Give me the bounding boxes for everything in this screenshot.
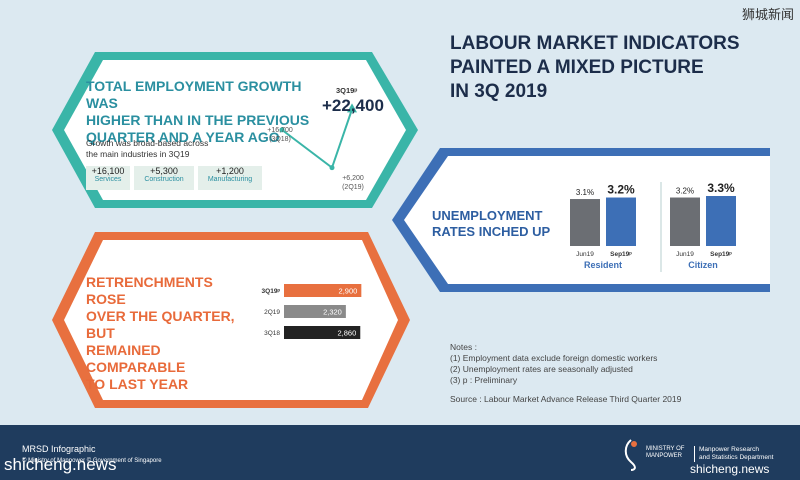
note-item: (1) Employment data exclude foreign dome… — [450, 353, 658, 363]
retrenchment-category-label: 2Q19 — [264, 309, 280, 316]
desc-line: Growth was broad-based across — [86, 138, 209, 148]
unemployment-bar — [606, 197, 636, 246]
heading-line: REMAINED COMPARABLE — [86, 342, 186, 375]
notes: Notes : (1) Employment data exclude fore… — [450, 342, 770, 405]
unemployment-data-label: 3.2% — [676, 187, 694, 196]
heading-line: RETRENCHMENTS ROSE — [86, 274, 213, 307]
watermark-right: shicheng.news — [690, 462, 770, 476]
unemployment-data-label: 3.1% — [576, 188, 594, 197]
industry-construction: +5,300 Construction — [134, 166, 194, 190]
heading-line: UNEMPLOYMENT — [432, 208, 543, 223]
retrenchment-bar — [284, 284, 362, 297]
heading-line: QUARTER AND A YEAR AGO — [86, 129, 280, 145]
heading-line: OVER THE QUARTER, BUT — [86, 308, 235, 341]
heading-line: RATES INCHED UP — [432, 224, 551, 239]
unemployment-chart-title: Resident — [584, 260, 622, 270]
unemployment-bar-charts: 3.1% Jun19 3.2% Sep19ᵖ Resident 3.2% Jun19 3.3%… — [570, 181, 736, 272]
ministry-name: MINISTRY OF MANPOWER — [646, 446, 685, 459]
mom-logo-icon — [624, 439, 637, 471]
unemployment-category-label: Jun19 — [676, 251, 694, 258]
industry-manufacturing: +1,200 Manufacturing — [198, 166, 262, 190]
dept-line: and Statistics Department — [699, 454, 774, 461]
point-label-2q19: +6,200 (2Q19) — [336, 174, 370, 192]
industry-value: +5,300 — [150, 166, 178, 176]
industry-value: +16,100 — [91, 166, 125, 176]
industry-label: Construction — [144, 176, 184, 183]
industry-label: Manufacturing — [207, 176, 253, 183]
unemployment-bar — [570, 199, 600, 246]
title-line: PAINTED A MIXED PICTURE — [450, 57, 704, 78]
employment-point — [279, 127, 285, 133]
unemployment-category-label: Sep19ᵖ — [710, 251, 732, 258]
employment-hexagon — [64, 60, 406, 200]
unemployment-category-label: Sep19ᵖ — [610, 251, 632, 258]
retrenchment-data-label: 2,320 — [323, 308, 342, 317]
unemployment-bar — [670, 197, 700, 246]
retrenchment-heading: RETRENCHMENTS ROSE OVER THE QUARTER, BUT… — [86, 274, 256, 393]
industry-value: +1,200 — [216, 166, 244, 176]
footer-title: MRSD Infographic — [22, 444, 96, 454]
retrenchment-bar-chart: 3Q19ᵖ 2,900 2Q19 2,320 3Q18 2,860 — [262, 284, 362, 339]
title-line: IN 3Q 2019 — [450, 81, 548, 102]
employment-arrow-head — [347, 103, 357, 113]
heading-line: TO LAST YEAR — [86, 376, 189, 392]
unemployment-chart-title: Citizen — [688, 260, 718, 270]
heading-line: HIGHER THAN IN THE PREVIOUS — [86, 112, 310, 128]
highlight-value: +22,400 — [322, 96, 384, 115]
retrenchment-category-label: 3Q19ᵖ — [262, 288, 281, 295]
highlight-period: 3Q19ᵖ — [336, 86, 358, 95]
dept-line: Manpower Research — [699, 446, 759, 453]
employment-heading: TOTAL EMPLOYMENT GROWTH WAS HIGHER THAN … — [86, 78, 326, 146]
title-line: LABOUR MARKET INDICATORS — [450, 33, 740, 54]
note-item: (2) Unemployment rates are seasonally ad… — [450, 364, 633, 374]
unemployment-data-label: 3.3% — [707, 181, 735, 195]
retrenchment-category-label: 3Q18 — [264, 330, 280, 337]
dept-name: Manpower Research and Statistics Departm… — [694, 446, 773, 462]
page-title: LABOUR MARKET INDICATORS PAINTED A MIXED… — [450, 32, 780, 104]
point-period: (3Q18) — [269, 136, 291, 143]
employment-description: Growth was broad-based across the main i… — [86, 138, 266, 160]
watermark-left: shicheng.news — [4, 455, 117, 474]
retrenchment-bar — [284, 326, 361, 339]
unemployment-heading: UNEMPLOYMENT RATES INCHED UP — [432, 208, 562, 240]
desc-line: the main industries in 3Q19 — [86, 149, 190, 159]
unemployment-category-label: Jun19 — [576, 251, 594, 258]
point-label-3q18: +16,700 (3Q18) — [262, 126, 298, 144]
retrenchment-data-label: 2,900 — [339, 287, 358, 296]
footer-copyright: © Ministry of Manpower © Government of S… — [22, 458, 162, 464]
point-value: +16,700 — [267, 127, 293, 134]
point-period: (2Q19) — [342, 184, 364, 191]
employment-point — [329, 165, 335, 171]
notes-title: Notes : — [450, 342, 477, 352]
retrenchment-bar — [284, 305, 346, 318]
watermark-top: 狮城新闻 — [741, 7, 794, 22]
retrenchment-data-label: 2,860 — [337, 329, 356, 338]
point-value: +6,200 — [342, 175, 364, 182]
note-item: (3) p : Preliminary — [450, 375, 518, 385]
industry-label: Services — [94, 176, 122, 183]
employment-line-chart — [279, 103, 357, 171]
industry-services: +16,100 Services — [86, 166, 130, 190]
unemployment-bar — [706, 196, 736, 246]
footer — [0, 425, 800, 480]
source: Source : Labour Market Advance Release T… — [450, 394, 682, 404]
retrenchment-hexagon — [64, 240, 398, 400]
heading-line: TOTAL EMPLOYMENT GROWTH WAS — [86, 78, 302, 111]
unemployment-data-label: 3.2% — [607, 183, 635, 197]
